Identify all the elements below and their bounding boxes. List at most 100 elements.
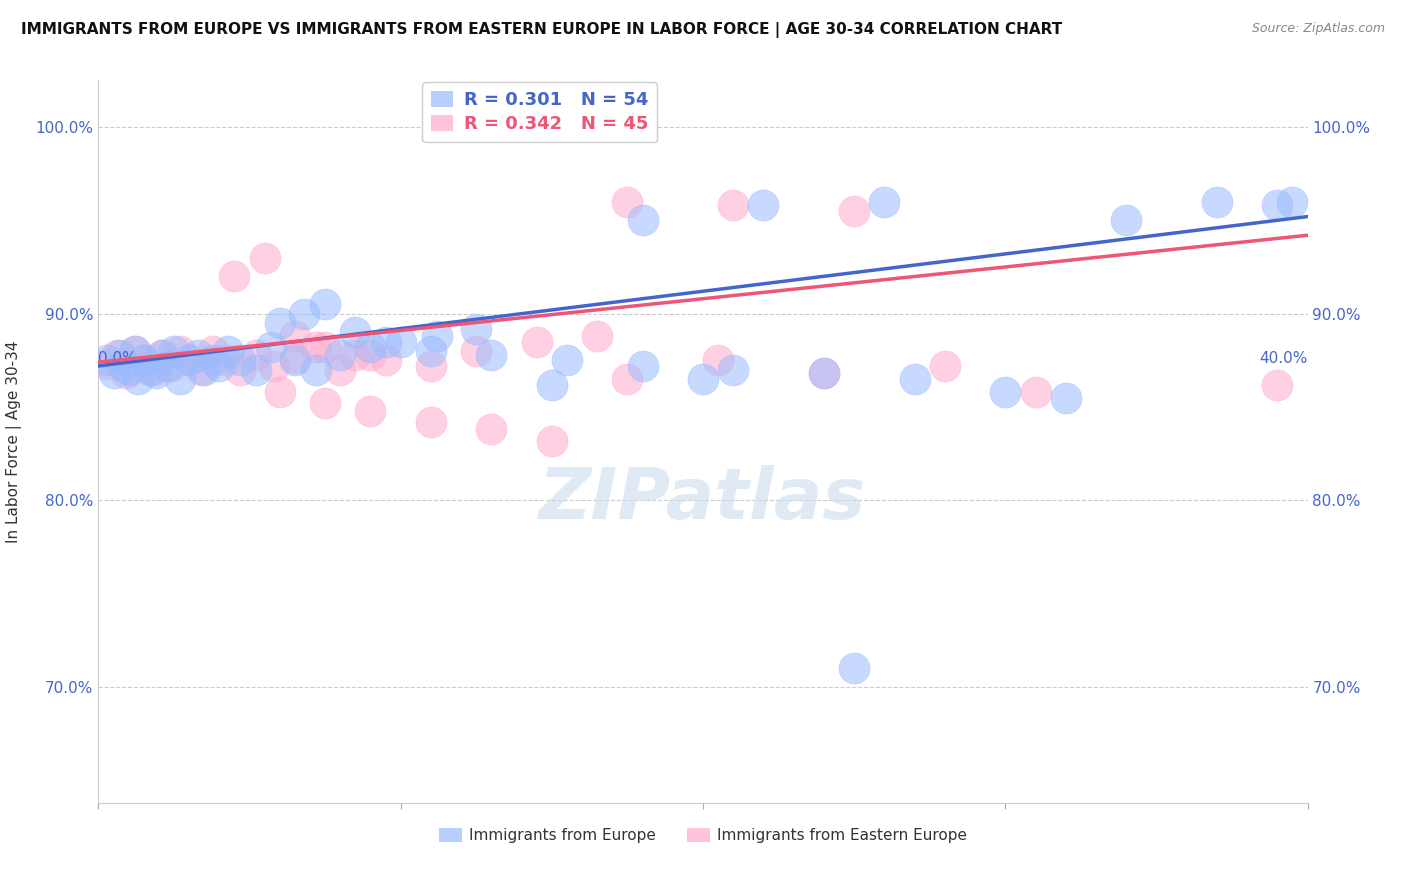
Point bbox=[994, 385, 1017, 400]
Text: IMMIGRANTS FROM EUROPE VS IMMIGRANTS FROM EASTERN EUROPE IN LABOR FORCE | AGE 30: IMMIGRANTS FROM EUROPE VS IMMIGRANTS FRO… bbox=[21, 22, 1063, 38]
Point bbox=[187, 348, 209, 362]
Point bbox=[904, 372, 927, 386]
Point bbox=[132, 353, 155, 368]
Point bbox=[314, 297, 336, 311]
Point bbox=[179, 353, 201, 368]
Point bbox=[465, 343, 488, 358]
Point bbox=[245, 362, 267, 376]
Point bbox=[208, 359, 231, 373]
Point bbox=[360, 403, 382, 417]
Point bbox=[139, 362, 162, 376]
Point bbox=[229, 362, 252, 376]
Point bbox=[374, 353, 396, 368]
Point bbox=[1206, 194, 1229, 209]
Point bbox=[631, 359, 654, 373]
Point bbox=[150, 348, 173, 362]
Text: ZIPatlas: ZIPatlas bbox=[540, 465, 866, 533]
Point bbox=[616, 372, 638, 386]
Point bbox=[305, 362, 328, 376]
Point bbox=[305, 340, 328, 354]
Point bbox=[163, 343, 186, 358]
Point bbox=[1054, 391, 1077, 405]
Text: 0.0%: 0.0% bbox=[98, 351, 138, 366]
Point bbox=[374, 334, 396, 349]
Point bbox=[156, 359, 179, 373]
Y-axis label: In Labor Force | Age 30-34: In Labor Force | Age 30-34 bbox=[6, 340, 21, 543]
Point bbox=[586, 329, 609, 343]
Point bbox=[284, 353, 307, 368]
Point bbox=[481, 348, 503, 362]
Point bbox=[420, 415, 443, 429]
Point bbox=[389, 334, 412, 349]
Text: 40.0%: 40.0% bbox=[1260, 351, 1308, 366]
Point bbox=[96, 357, 118, 371]
Point bbox=[844, 661, 866, 675]
Point bbox=[723, 198, 745, 212]
Point bbox=[344, 326, 367, 340]
Point bbox=[631, 213, 654, 227]
Point bbox=[269, 385, 291, 400]
Point bbox=[217, 343, 239, 358]
Point bbox=[150, 348, 173, 362]
Point bbox=[314, 396, 336, 410]
Point bbox=[269, 316, 291, 330]
Point bbox=[329, 362, 352, 376]
Point bbox=[263, 359, 285, 373]
Legend: Immigrants from Europe, Immigrants from Eastern Europe: Immigrants from Europe, Immigrants from … bbox=[433, 822, 973, 849]
Point bbox=[229, 353, 252, 368]
Point bbox=[540, 377, 562, 392]
Point bbox=[190, 362, 212, 376]
Point bbox=[873, 194, 896, 209]
Point bbox=[1267, 377, 1289, 392]
Point bbox=[114, 367, 136, 381]
Point bbox=[360, 340, 382, 354]
Point bbox=[314, 340, 336, 354]
Point bbox=[142, 362, 165, 376]
Point bbox=[284, 351, 307, 366]
Point bbox=[253, 251, 276, 265]
Point bbox=[616, 194, 638, 209]
Point bbox=[145, 367, 167, 381]
Point bbox=[844, 204, 866, 219]
Point bbox=[1267, 198, 1289, 212]
Point bbox=[132, 353, 155, 368]
Point bbox=[360, 348, 382, 362]
Point bbox=[813, 367, 835, 381]
Point bbox=[934, 359, 956, 373]
Point bbox=[124, 343, 146, 358]
Point bbox=[96, 353, 118, 368]
Point bbox=[465, 321, 488, 335]
Point bbox=[214, 353, 236, 368]
Point bbox=[1281, 194, 1303, 209]
Point bbox=[526, 334, 548, 349]
Point bbox=[260, 340, 283, 354]
Point bbox=[555, 353, 578, 368]
Point bbox=[245, 348, 267, 362]
Point bbox=[292, 307, 315, 321]
Point bbox=[179, 353, 201, 368]
Point bbox=[202, 343, 225, 358]
Point bbox=[127, 372, 149, 386]
Point bbox=[193, 362, 215, 376]
Point bbox=[692, 372, 714, 386]
Point bbox=[111, 359, 134, 373]
Point bbox=[169, 372, 191, 386]
Point bbox=[426, 329, 449, 343]
Point bbox=[420, 343, 443, 358]
Point bbox=[105, 348, 128, 362]
Point bbox=[707, 353, 730, 368]
Point bbox=[169, 343, 191, 358]
Point bbox=[160, 359, 183, 373]
Point bbox=[540, 434, 562, 448]
Point bbox=[752, 198, 775, 212]
Point bbox=[481, 422, 503, 436]
Point bbox=[118, 362, 141, 376]
Point bbox=[108, 348, 131, 362]
Point bbox=[1115, 213, 1137, 227]
Point bbox=[723, 362, 745, 376]
Point bbox=[202, 353, 225, 368]
Point bbox=[103, 367, 125, 381]
Point bbox=[1024, 385, 1046, 400]
Point bbox=[344, 348, 367, 362]
Point bbox=[420, 359, 443, 373]
